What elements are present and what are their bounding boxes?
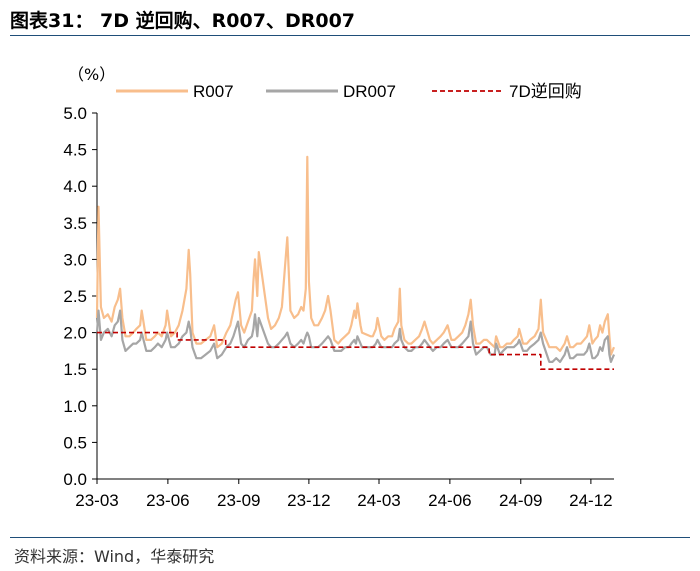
x-tick-label: 23-12	[287, 491, 330, 510]
y-tick-label: 2.0	[63, 324, 87, 343]
y-tick-label: 0.0	[63, 470, 87, 489]
y-tick-label: 3.0	[63, 250, 87, 269]
y-tick-label: 0.5	[63, 433, 87, 452]
x-tick-label: 24-09	[499, 491, 542, 510]
unit-label: （%）	[68, 65, 115, 84]
x-tick-label: 23-09	[217, 491, 260, 510]
series-line-r007	[95, 155, 616, 356]
bottom-divider	[10, 537, 690, 538]
legend-label-r007: R007	[193, 82, 234, 101]
chart-title: 图表31： 7D 逆回购、R007、DR007	[10, 10, 356, 32]
top-divider	[10, 35, 690, 36]
legend-label-7d-repo: 7D逆回购	[509, 82, 582, 101]
y-tick-label: 4.5	[63, 141, 87, 160]
y-axis: 0.0 0.5 1.0 1.5 2.0 2.5 3.0 3.5 4.0 4.5 5.0	[63, 104, 98, 489]
x-tick-label: 23-06	[146, 491, 189, 510]
x-tick-label: 24-06	[428, 491, 471, 510]
y-tick-label: 1.0	[63, 397, 87, 416]
y-tick-label: 3.5	[63, 214, 87, 233]
series-layer	[95, 155, 616, 370]
source-note: 资料来源：Wind，华泰研究	[14, 547, 215, 566]
y-tick-label: 5.0	[63, 104, 87, 123]
y-tick-label: 4.0	[63, 177, 87, 196]
x-tick-label: 23-03	[75, 491, 118, 510]
legend-label-dr007: DR007	[343, 82, 396, 101]
series-line-dr007	[95, 309, 616, 363]
x-tick-label: 24-03	[357, 491, 400, 510]
legend: R007 DR007 7D逆回购	[116, 82, 582, 101]
series-line-7d-repo	[97, 331, 614, 370]
x-tick-label: 24-12	[569, 491, 612, 510]
x-axis: 23-03 23-06 23-09 23-12 24-03 24-06 24-09 24-12	[75, 478, 614, 510]
y-tick-label: 2.5	[63, 287, 87, 306]
y-tick-label: 1.5	[63, 360, 87, 379]
